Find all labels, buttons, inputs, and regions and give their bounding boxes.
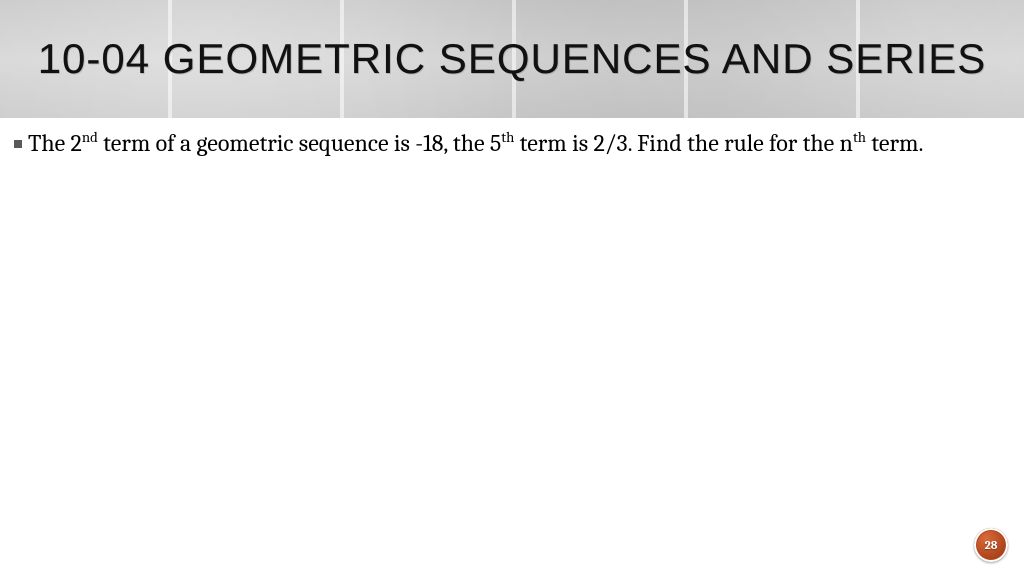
bullet-text: The 2nd term of a geometric sequence is … [28, 128, 923, 158]
superscript: th [501, 129, 514, 146]
bullet-item: The 2nd term of a geometric sequence is … [14, 128, 1010, 158]
slide-title: 10-04 GEOMETRIC SEQUENCES AND SERIES [38, 35, 987, 83]
page-number-badge: 28 [974, 528, 1008, 562]
title-band: 10-04 GEOMETRIC SEQUENCES AND SERIES [0, 0, 1024, 118]
bullet-marker [14, 140, 22, 148]
content-area: The 2nd term of a geometric sequence is … [0, 118, 1024, 158]
page-number: 28 [985, 538, 998, 552]
superscript: th [853, 129, 866, 146]
superscript: nd [82, 129, 98, 146]
